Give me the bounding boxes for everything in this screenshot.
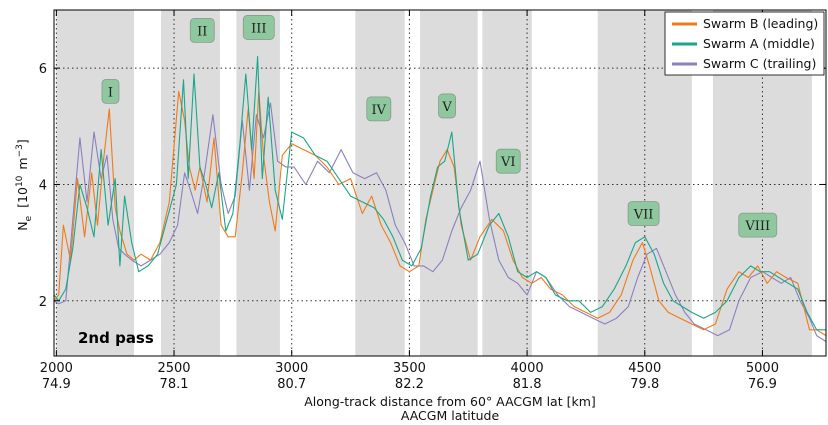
region-label-4: IV bbox=[366, 96, 392, 122]
region-label-text: III bbox=[251, 21, 266, 36]
x-axis-title: Along-track distance from 60° AACGM lat … bbox=[304, 394, 596, 409]
legend-label-swarm-b: Swarm B (leading) bbox=[703, 16, 818, 31]
series-lines bbox=[53, 55, 827, 342]
plot-frame bbox=[53, 9, 827, 357]
x-tick-label: 5000 bbox=[746, 361, 779, 376]
latitude-tick-label: 80.7 bbox=[277, 377, 306, 392]
legend-label-swarm-c: Swarm C (trailing) bbox=[703, 56, 816, 71]
region-label-text: V bbox=[441, 100, 452, 115]
region-label-box bbox=[242, 15, 275, 40]
region-label-box bbox=[627, 201, 660, 226]
y-axis-title: Ne [1010 m−3] bbox=[15, 139, 34, 231]
x-tick-label: 4500 bbox=[628, 361, 661, 376]
y-tick-label: 2 bbox=[39, 295, 47, 310]
legend-label-swarm-a: Swarm A (middle) bbox=[703, 36, 815, 51]
latitude-tick-label: 76.9 bbox=[748, 377, 777, 392]
x-tick-label: 4000 bbox=[511, 361, 544, 376]
x-tick-label: 3500 bbox=[393, 361, 426, 376]
shaded-region-1 bbox=[56, 10, 135, 356]
shaded-region-4 bbox=[355, 10, 405, 356]
ylabel-unit-a: [10 bbox=[15, 187, 30, 208]
legend: Swarm B (leading) Swarm A (middle) Swarm… bbox=[664, 11, 825, 76]
x-tick-label: 3000 bbox=[275, 361, 308, 376]
x-axis-title-latitude: AACGM latitude bbox=[401, 408, 500, 423]
shaded-region-6 bbox=[482, 10, 532, 356]
ylabel-unit-b: m bbox=[15, 157, 30, 169]
ylabel-main: N bbox=[15, 221, 30, 230]
y-tick-label: 6 bbox=[39, 62, 47, 77]
y-tick-label: 4 bbox=[39, 178, 47, 193]
latitude-tick-label: 78.1 bbox=[160, 377, 189, 392]
ylabel-sub: e bbox=[24, 215, 34, 221]
shaded-region-5 bbox=[419, 10, 478, 356]
region-label-box bbox=[495, 148, 521, 174]
series-line-3 bbox=[53, 102, 827, 342]
pass-label: 2nd pass bbox=[78, 329, 154, 347]
latitude-tick-label: 79.8 bbox=[630, 377, 659, 392]
region-label-box bbox=[189, 17, 215, 43]
region-label-text: VII bbox=[633, 208, 654, 223]
series-line-1 bbox=[53, 90, 827, 337]
region-label-3: III bbox=[242, 15, 275, 40]
region-label-text: IV bbox=[372, 103, 387, 118]
series-line-2 bbox=[53, 55, 826, 331]
y-axis-label: Ne [1010 m−3] bbox=[15, 139, 34, 231]
region-label-8: VIII bbox=[738, 212, 778, 238]
ylabel-unit-exp2: −3 bbox=[15, 144, 25, 157]
ylabel-unit-exp1: 10 bbox=[15, 175, 25, 187]
x-tick-label: 2500 bbox=[157, 361, 190, 376]
region-label-box bbox=[101, 79, 120, 104]
latitude-tick-label: 81.8 bbox=[513, 377, 542, 392]
region-label-7: VII bbox=[627, 201, 660, 226]
latitude-tick-label: 74.9 bbox=[42, 377, 71, 392]
shaded-region-2 bbox=[161, 10, 220, 356]
region-label-text: VIII bbox=[744, 219, 770, 234]
region-label-box bbox=[438, 93, 456, 119]
region-label-text: VI bbox=[500, 155, 516, 170]
region-label-2: II bbox=[189, 17, 215, 43]
region-label-text: II bbox=[197, 24, 207, 39]
region-label-1: I bbox=[101, 79, 120, 104]
region-label-text: I bbox=[108, 85, 113, 100]
x-tick-label: 2000 bbox=[40, 361, 73, 376]
latitude-tick-label: 82.2 bbox=[395, 377, 424, 392]
region-label-box bbox=[366, 96, 392, 122]
region-label-6: VI bbox=[495, 148, 521, 174]
region-label-box bbox=[738, 212, 778, 238]
region-label-5: V bbox=[438, 93, 456, 119]
ylabel-unit-c: ] bbox=[15, 139, 30, 144]
